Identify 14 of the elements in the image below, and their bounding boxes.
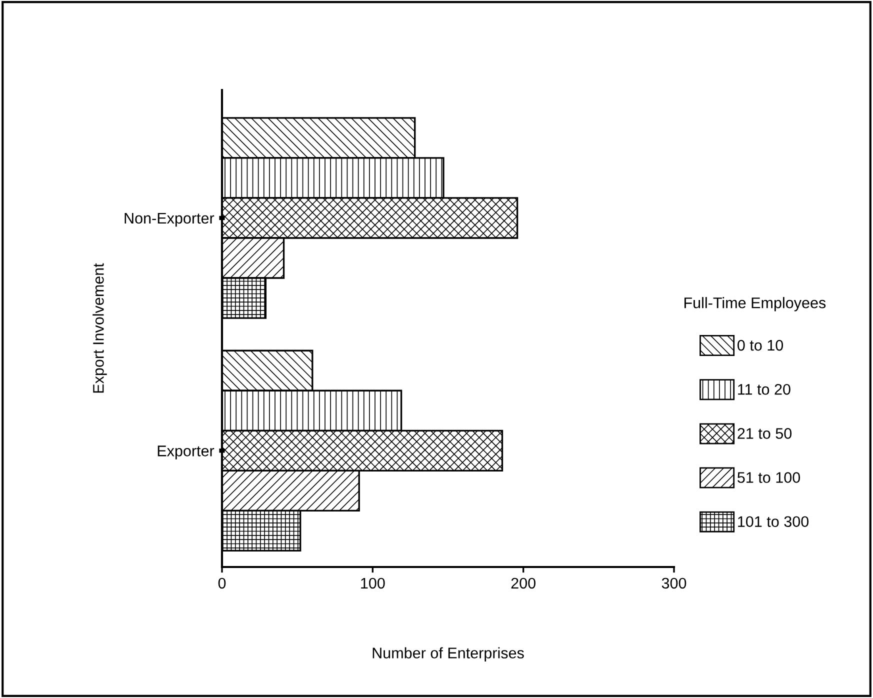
x-tick-label: 200	[511, 578, 536, 589]
y-axis-title: Export Involvement	[92, 263, 107, 393]
x-tick-label: 300	[662, 578, 686, 589]
x-tick-label: 0	[218, 578, 226, 589]
legend-label: 11 to 20	[738, 384, 790, 395]
legend-label: 21 to 50	[738, 428, 792, 439]
y-tick-label: Non-Exporter	[124, 213, 214, 227]
x-axis-title: Number of Enterprises	[372, 647, 524, 662]
x-tick-label: 100	[361, 578, 385, 589]
legend-title: Full-Time Employees	[684, 297, 826, 312]
legend-label: 101 to 300	[738, 516, 809, 528]
y-tick-label: Exporter	[158, 446, 214, 460]
legend-label: 51 to 100	[738, 472, 800, 483]
legend-label: 0 to 10	[738, 340, 784, 351]
